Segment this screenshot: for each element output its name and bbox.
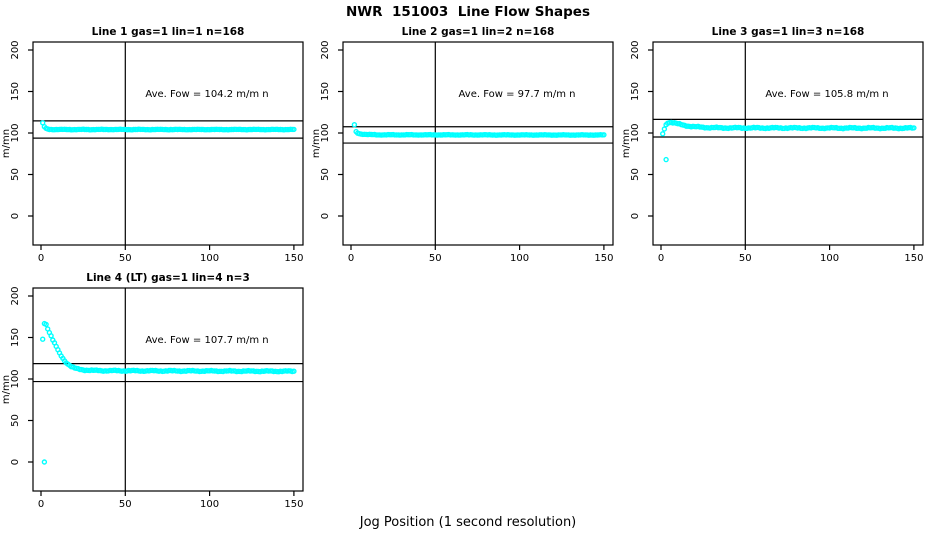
data-points xyxy=(40,120,297,133)
x-tick-label: 50 xyxy=(739,253,752,264)
subplot-title: Line 1 gas=1 lin=1 n=168 xyxy=(92,26,245,38)
x-tick-label: 150 xyxy=(284,499,303,510)
x-tick-label: 100 xyxy=(200,253,219,264)
x-tick-label: 0 xyxy=(38,253,44,264)
data-points xyxy=(351,121,607,138)
data-point xyxy=(660,131,666,137)
plot-box xyxy=(32,287,304,492)
data-point xyxy=(48,333,54,339)
data-point xyxy=(601,132,607,138)
y-tick-label: 200 xyxy=(630,40,641,59)
y-tick-label: 200 xyxy=(10,40,21,59)
y-tick-label: 150 xyxy=(10,328,21,347)
subplot-3: Line 3 gas=1 lin=3 n=168 0 50 100 150 0 50 100 1… xyxy=(621,26,924,264)
y-tick-label: 50 xyxy=(630,168,641,181)
x-tick-label: 100 xyxy=(510,253,529,264)
y-tick-label: 50 xyxy=(10,414,21,427)
x-tick-label: 50 xyxy=(429,253,442,264)
subplot-4: Line 4 (LT) gas=1 lin=4 n=3 0 50 100 150 0 50 1… xyxy=(1,272,304,510)
data-point xyxy=(351,121,358,128)
data-point xyxy=(40,336,46,342)
average-flow-annotation: Ave. Fow = 104.2 m/m n xyxy=(145,89,268,100)
data-point xyxy=(661,126,668,132)
y-tick-label: 100 xyxy=(630,123,641,142)
x-tick-label: 100 xyxy=(820,253,839,264)
data-point xyxy=(663,156,669,163)
y-axis-label: m/mn xyxy=(311,129,322,158)
x-axis-label: Jog Position (1 second resolution) xyxy=(359,515,577,530)
y-tick-label: 200 xyxy=(320,40,331,59)
x-tick-label: 0 xyxy=(348,253,354,264)
y-tick-label: 50 xyxy=(10,168,21,181)
plot-box xyxy=(32,41,304,246)
plot-box xyxy=(652,41,924,246)
subplot-title: Line 3 gas=1 lin=3 n=168 xyxy=(712,26,865,38)
y-tick-label: 150 xyxy=(320,82,331,101)
y-tick-label: 150 xyxy=(630,82,641,101)
data-point xyxy=(291,126,297,133)
subplot-title: Line 4 (LT) gas=1 lin=4 n=3 xyxy=(86,272,250,284)
data-point xyxy=(911,125,917,131)
x-tick-label: 100 xyxy=(200,499,219,510)
subplot-title: Line 2 gas=1 lin=2 n=168 xyxy=(402,26,555,38)
y-tick-label: 100 xyxy=(10,369,21,388)
average-flow-annotation: Ave. Fow = 97.7 m/m n xyxy=(459,89,576,100)
y-tick-label: 50 xyxy=(320,168,331,181)
y-tick-label: 150 xyxy=(10,82,21,101)
x-tick-label: 0 xyxy=(38,499,44,510)
data-points xyxy=(40,320,297,465)
average-flow-annotation: Ave. Fow = 105.8 m/m n xyxy=(765,89,888,100)
y-tick-label: 200 xyxy=(10,286,21,305)
subplot-2: Line 2 gas=1 lin=2 n=168 0 50 100 150 0 50 100 1… xyxy=(311,26,614,264)
x-tick-label: 150 xyxy=(594,253,613,264)
y-tick-label: 100 xyxy=(10,123,21,142)
x-tick-label: 0 xyxy=(658,253,664,264)
figure-title: NWR 151003 Line Flow Shapes xyxy=(345,4,591,20)
y-tick-label: 0 xyxy=(10,459,21,465)
data-points xyxy=(660,119,917,163)
x-tick-label: 150 xyxy=(284,253,303,264)
subplot-1: Line 1 gas=1 lin=1 n=168 0 50 100 150 0 50 100 1… xyxy=(1,26,304,264)
y-tick-label: 0 xyxy=(10,213,21,219)
y-axis-label: m/mn xyxy=(1,129,12,158)
data-point xyxy=(43,321,49,328)
data-point xyxy=(41,459,48,465)
average-flow-annotation: Ave. Fow = 107.7 m/m n xyxy=(145,335,268,346)
y-tick-label: 0 xyxy=(320,213,331,219)
data-point xyxy=(291,368,297,374)
x-tick-label: 50 xyxy=(119,253,132,264)
x-tick-label: 150 xyxy=(904,253,923,264)
y-axis-label: m/mn xyxy=(1,375,12,404)
y-tick-label: 0 xyxy=(630,213,641,219)
x-tick-label: 50 xyxy=(119,499,132,510)
y-tick-label: 100 xyxy=(320,123,331,142)
y-axis-label: m/mn xyxy=(621,129,632,158)
